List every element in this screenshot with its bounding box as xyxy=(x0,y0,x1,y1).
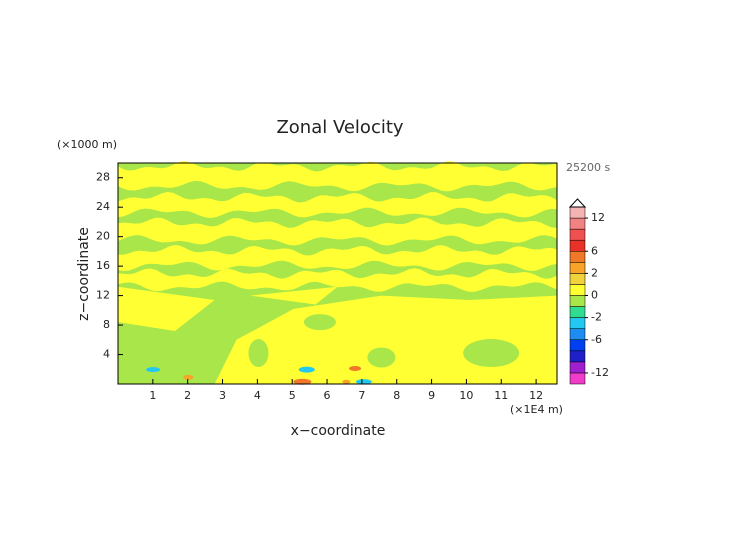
contour-region xyxy=(118,161,557,192)
y-tick-label: 16 xyxy=(96,259,110,272)
colorbar-segment xyxy=(569,306,586,318)
x-tick-label: 9 xyxy=(428,389,435,402)
y-tick-label: 24 xyxy=(96,200,110,213)
contour-field xyxy=(118,161,557,385)
x-tick-label: 7 xyxy=(358,389,365,402)
contour-region xyxy=(463,339,520,368)
colorbar-segment xyxy=(569,217,586,230)
time-label: 25200 s xyxy=(566,161,610,174)
x-tick-label: 3 xyxy=(219,389,226,402)
colorbar-tick-label: -12 xyxy=(591,366,609,379)
colorbar-segment xyxy=(569,228,586,241)
colorbar-segment xyxy=(569,284,586,296)
x-tick-label: 1 xyxy=(149,389,156,402)
x-axis-label: x−coordinate xyxy=(291,423,386,439)
colorbar-tick-label: -2 xyxy=(591,311,602,324)
x-tick-label: 8 xyxy=(393,389,400,402)
colorbar-segment xyxy=(569,339,586,352)
contour-region xyxy=(293,378,312,385)
y-tick-label: 20 xyxy=(96,230,110,243)
contour-region xyxy=(183,374,194,380)
chart-title: Zonal Velocity xyxy=(276,117,403,138)
y-axis-label: z−coordinate xyxy=(76,227,92,321)
y-unit-label: (×1000 m) xyxy=(57,138,117,151)
contour-region xyxy=(146,367,161,373)
contour-region xyxy=(355,379,372,385)
colorbar-segment xyxy=(569,372,586,385)
colorbar-segment xyxy=(569,273,586,285)
colorbar-arrow xyxy=(568,198,587,208)
colorbar-segment xyxy=(569,361,586,374)
x-tick-label: 10 xyxy=(459,389,473,402)
contour-region xyxy=(118,217,557,246)
x-tick-label: 5 xyxy=(289,389,296,402)
y-tick-label: 4 xyxy=(103,348,110,361)
colorbar-segment xyxy=(569,295,586,307)
colorbar-segment xyxy=(569,206,586,219)
y-tick-label: 12 xyxy=(96,289,110,302)
colorbar-tick-label: 12 xyxy=(591,211,605,224)
colorbar-segment xyxy=(569,262,586,274)
contour-region xyxy=(349,366,362,372)
colorbar-tick-label: -6 xyxy=(591,333,602,346)
contour-region xyxy=(118,268,557,292)
x-unit-label: (×1E4 m) xyxy=(510,403,563,416)
colorbar-segment xyxy=(569,317,586,329)
x-tick-label: 12 xyxy=(529,389,543,402)
colorbar-tick-label: 0 xyxy=(591,289,598,302)
colorbar-segment xyxy=(569,350,586,363)
contour-region xyxy=(249,286,338,305)
colorbar-tick-label: 6 xyxy=(591,244,598,257)
contour-region xyxy=(367,347,396,368)
plot-frame xyxy=(117,162,558,385)
contour-region xyxy=(118,286,215,331)
x-tick-label: 2 xyxy=(184,389,191,402)
colorbar-segment xyxy=(569,239,586,252)
x-tick-label: 11 xyxy=(494,389,508,402)
contour-region xyxy=(303,314,336,331)
colorbar-segment xyxy=(569,251,586,263)
contour-region xyxy=(248,339,269,368)
colorbar-tick-label: 2 xyxy=(591,266,598,279)
contour-region xyxy=(298,366,315,373)
colorbar-segment xyxy=(569,328,586,340)
x-tick-label: 6 xyxy=(324,389,331,402)
y-tick-label: 8 xyxy=(103,318,110,331)
contour-region xyxy=(342,379,351,384)
contour-region xyxy=(118,192,557,218)
x-tick-label: 4 xyxy=(254,389,261,402)
contour-region xyxy=(118,245,557,272)
y-tick-label: 28 xyxy=(96,171,110,184)
